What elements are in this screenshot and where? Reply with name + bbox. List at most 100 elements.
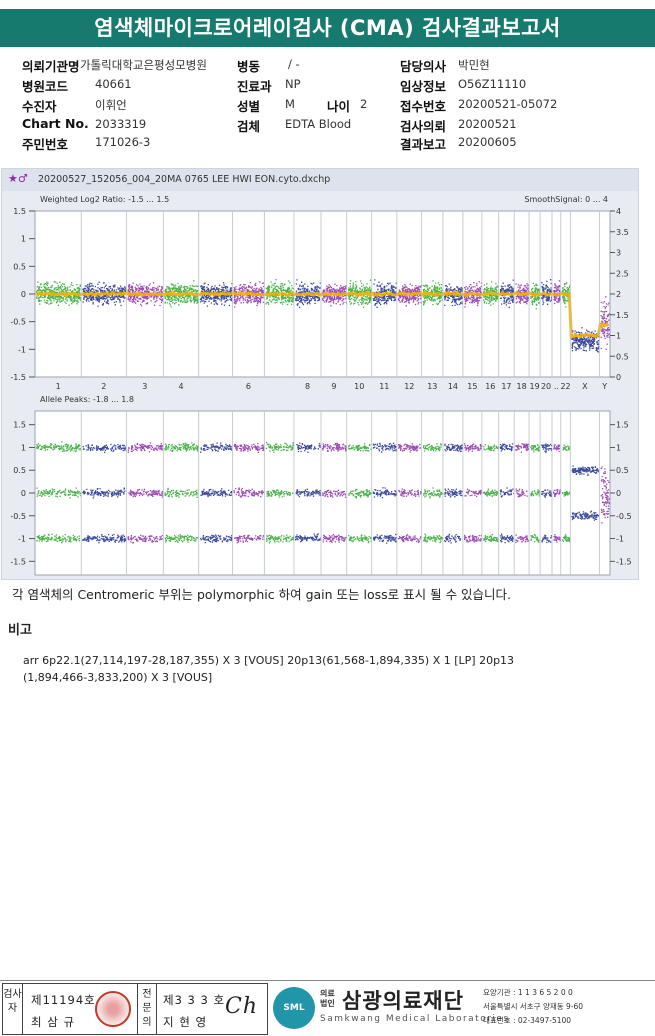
chromosome-label: Y [601,382,607,391]
allele-points [422,443,444,544]
y-tick-label: 0 [21,489,26,498]
info-value: 2 [360,97,368,111]
y-tick-label: 0.5 [13,262,26,271]
allele-points [515,443,530,544]
info-label: 결과보고 [400,137,447,152]
chromosome-label: 14 [448,382,458,391]
allele-title: Allele Peaks: -1.8 ... 1.8 [40,395,134,404]
allele-points [482,444,499,543]
info-label: 검사의뢰 [400,119,447,134]
contact-line: 서울특별시 서초구 양재동 9-60 [483,1002,584,1011]
info-label: 담당의사 [400,59,447,74]
remarks-text: arr 6p22.1(27,114,197-28,187,355) X 3 [V… [23,654,515,684]
chromosome-label: 10 [354,382,364,391]
y-tick-label: -0.5 [10,318,26,327]
chromosome-label: 15 [467,382,477,391]
log2-points [348,279,372,308]
info-label: 수진자 [22,99,57,114]
chromosome-label: 17 [501,382,511,391]
allele-points [295,442,322,543]
chromosome-label: 13 [427,382,437,391]
chromosome-label: 1 [56,382,61,391]
info-label: 병원코드 [22,79,69,94]
y-tick-label-right: 1 [616,332,621,341]
centromere-note: 각 염색체의 Centromeric 부위는 polymorphic 하여 ga… [12,587,512,602]
info-value: 40661 [95,77,132,91]
info-value: 20200521-05072 [458,97,558,111]
info-value: 2033319 [95,117,147,131]
plot-header: ★♂ 20200527_152056_004_20MA 0765 LEE HWI… [2,169,638,191]
allele-points [463,443,483,543]
report-title: 염색체마이크로어레이검사 (CMA) 검사결과보고서 [0,9,655,47]
smooth-title: SmoothSignal: 0 ... 4 [524,195,608,204]
chromosome-label: 4 [178,382,183,391]
y-tick-label-right: -1 [616,535,624,544]
info-value: EDTA Blood [285,117,352,131]
cma-plot-panel: ★♂ 20200527_152056_004_20MA 0765 LEE HWI… [1,168,639,580]
signature: Ch [225,994,259,1019]
footer: 검사자 제11194호 최 삼 규 전문의 제3 3 3 호 지 현 영 Ch … [0,980,655,1036]
allele-points [233,442,265,544]
allele-points [397,443,422,544]
allele-points [265,441,295,544]
allele-points [372,442,398,544]
allele-points [348,443,372,544]
sml-logo: SML [273,987,315,1029]
chromosome-label: 9 [331,382,336,391]
y-tick-label: -1.5 [10,557,26,566]
contact-line: 대표번호 : 02-3497-5100 [483,1016,572,1025]
sign-role: 전문의 [137,984,157,1034]
y-tick-label-right: 1.5 [616,311,629,320]
y-tick-label: 0 [21,290,26,299]
info-value: O56Z11110 [458,77,527,91]
lab-name-english: Samkwang Medical Laboratories [320,1014,510,1024]
license-number: 제3 3 3 호 [163,993,226,1007]
info-label: 검체 [237,119,261,134]
y-tick-label-right: 0 [616,489,621,498]
contact-line: 요양기관 : 1 1 3 6 5 2 0 0 [483,988,573,997]
cma-plot: Weighted Log2 Ratio: -1.5 ... 1.5 SmoothS… [10,195,632,576]
allele-points [600,466,611,524]
allele-points [561,444,571,543]
y-tick-label: -1 [18,345,26,354]
y-tick-label: 1 [21,235,26,244]
info-value: NP [285,77,301,91]
y-tick-label: 1.5 [13,207,26,216]
plot-file-name: 20200527_152056_004_20MA 0765 LEE HWI EO… [38,174,331,185]
y-tick-label-right: 1.5 [616,421,629,430]
chromosome-label: 3 [142,382,147,391]
y-tick-label-right: 0 [616,373,621,382]
y-tick-label: 0.5 [13,466,26,475]
y-tick-label: 1.5 [13,421,26,430]
chromosome-label: .. [554,382,559,391]
info-value: 박민현 [458,58,490,72]
y-tick-label: -1 [18,535,26,544]
chromosome-label: 8 [305,382,310,391]
y-tick-label-right: -1.5 [616,557,632,566]
info-value: 20200605 [458,135,517,149]
info-label: 접수번호 [400,99,447,114]
chromosome-label: 16 [485,382,495,391]
info-value: / - [288,57,300,71]
y-tick-label-right: 1 [616,443,621,452]
allele-points [444,443,463,544]
chromosome-label: 6 [246,382,251,391]
allele-points [553,444,561,543]
y-tick-label-right: 3 [616,249,621,258]
y-tick-label-right: -0.5 [616,512,632,521]
allele-points [322,442,347,543]
allele-points [571,465,600,521]
patient-info: 의뢰기관명 가톨릭대학교은평성모병원 병원코드 40661 수진자 이휘언 Ch… [0,52,655,152]
y-tick-label: 1 [21,443,26,452]
info-value: 가톨릭대학교은평성모병원 [80,58,207,72]
y-tick-label-right: 2.5 [616,269,629,278]
signature-box: 검사자 제11194호 최 삼 규 전문의 제3 3 3 호 지 현 영 Ch [2,983,268,1035]
lab-name: 삼광의료재단 [342,989,464,1013]
allele-points [82,443,127,544]
info-value: 이휘언 [95,98,127,112]
remarks-heading: 비고 [8,623,32,638]
info-label: 진료과 [237,79,272,94]
license-number: 제11194호 [31,993,96,1007]
doctor-name: 지 현 영 [163,1015,208,1029]
file-icon: ★♂ [8,172,28,185]
